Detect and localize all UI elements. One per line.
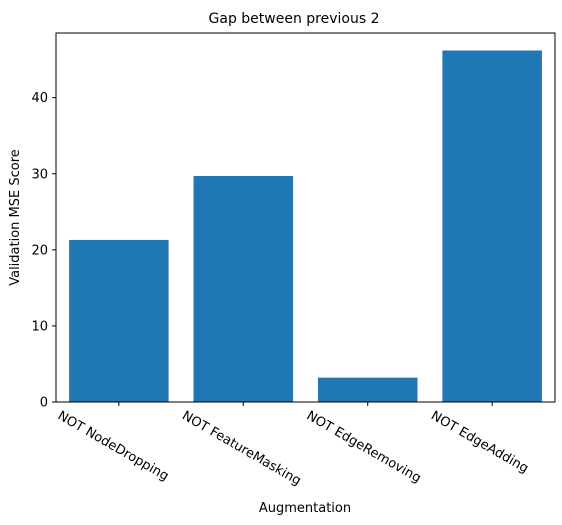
x-tick-label: NOT EdgeRemoving <box>304 408 424 486</box>
y-axis-label: Validation MSE Score <box>8 149 23 286</box>
y-tick-label: 10 <box>31 319 48 334</box>
bar-2 <box>193 176 294 402</box>
x-tick-label: NOT EdgeAdding <box>428 408 531 476</box>
x-tick-label: NOT NodeDropping <box>55 408 171 484</box>
bar-3 <box>317 377 418 402</box>
x-axis-label: Augmentation <box>259 501 351 516</box>
y-tick-label: 0 <box>40 396 48 411</box>
y-tick-label: 20 <box>31 243 48 258</box>
plot-frame <box>55 32 556 403</box>
plot-area: NOT NodeDropping NOT FeatureMasking NOT Ed… <box>31 50 542 489</box>
y-tick-label: 40 <box>31 91 48 106</box>
bar-1 <box>69 239 169 402</box>
bar-4 <box>442 50 542 403</box>
y-tick-label: 30 <box>31 167 48 182</box>
x-tick-label: NOT FeatureMasking <box>179 408 303 488</box>
chart-title: Gap between previous 2 <box>209 11 380 27</box>
